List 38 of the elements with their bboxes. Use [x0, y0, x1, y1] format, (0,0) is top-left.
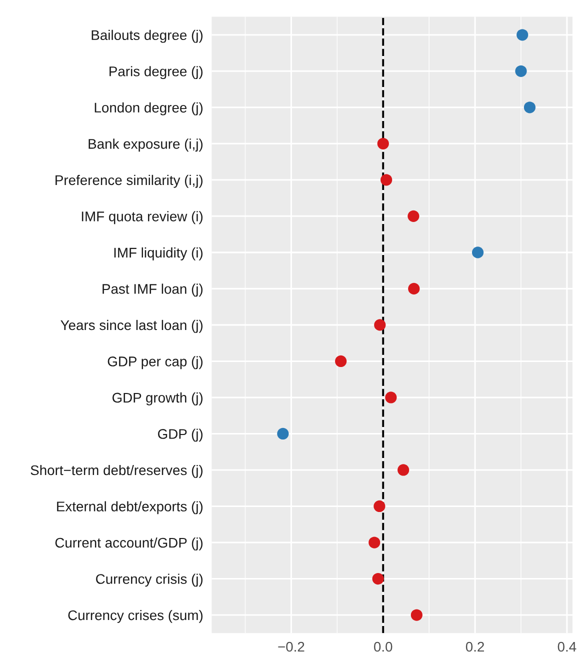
point: [374, 500, 386, 512]
y-tick-label: GDP growth (j): [112, 392, 203, 406]
y-tick-label: Bailouts degree (j): [92, 30, 203, 43]
point: [368, 536, 380, 548]
x-tick-label: 0.0: [374, 642, 392, 652]
point: [380, 174, 392, 186]
point: [377, 138, 389, 150]
point: [277, 428, 289, 440]
x-tick-label: 0.4: [558, 642, 576, 652]
y-tick-label: Years since last loan (j): [60, 320, 203, 333]
y-tick-label: Currency crisis (j): [96, 574, 203, 587]
x-tick-label: 0.2: [466, 642, 484, 652]
point: [410, 609, 422, 621]
point: [335, 355, 347, 368]
y-tick-label: GDP (j): [158, 428, 203, 442]
point: [516, 29, 528, 41]
y-tick-label: Currency crises (sum): [68, 610, 203, 623]
point: [524, 102, 536, 114]
y-tick-label: IMF quota review (i): [82, 211, 203, 224]
point: [408, 282, 420, 294]
y-tick-label: Paris degree (j): [110, 66, 203, 80]
point: [398, 464, 410, 476]
y-tick-label: Bank exposure (i,j): [88, 138, 203, 152]
y-tick-label: External debt/exports (j): [57, 501, 203, 514]
point: [408, 210, 420, 222]
y-tick-label: Current account/GDP (j): [55, 537, 203, 550]
y-tick-label: Past IMF loan (j): [102, 284, 203, 297]
point: [374, 319, 386, 331]
point: [515, 65, 527, 77]
point: [385, 392, 397, 404]
point: [372, 572, 384, 585]
y-tick-label: GDP per cap (j): [108, 356, 203, 370]
y-tick-label: Preference similarity (i,j): [56, 174, 203, 188]
x-tick-label: −0.2: [278, 642, 304, 652]
y-tick-label: Short−term debt/reserves (j): [30, 464, 203, 478]
y-tick-label: IMF liquidity (i): [114, 247, 203, 260]
point: [472, 246, 484, 258]
y-tick-label: London degree (j): [94, 102, 203, 116]
